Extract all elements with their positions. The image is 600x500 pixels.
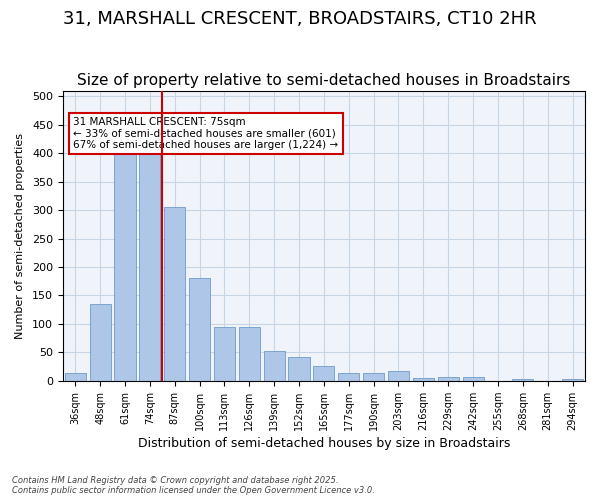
Bar [239, 327, 260, 381]
Bar [89, 304, 110, 381]
Text: 31, MARSHALL CRESCENT, BROADSTAIRS, CT10 2HR: 31, MARSHALL CRESCENT, BROADSTAIRS, CT10… [63, 10, 537, 28]
X-axis label: Distribution of semi-detached houses by size in Broadstairs: Distribution of semi-detached houses by … [138, 437, 510, 450]
Bar [388, 370, 409, 381]
Bar [289, 357, 310, 381]
Bar [437, 378, 459, 381]
Y-axis label: Number of semi-detached properties: Number of semi-detached properties [15, 132, 25, 338]
Bar [189, 278, 210, 381]
Bar [562, 379, 583, 381]
Bar [512, 378, 533, 381]
Bar [263, 351, 285, 381]
Bar [313, 366, 334, 381]
Bar [363, 373, 384, 381]
Bar [139, 148, 160, 381]
Title: Size of property relative to semi-detached houses in Broadstairs: Size of property relative to semi-detach… [77, 73, 571, 88]
Bar [338, 373, 359, 381]
Bar [164, 207, 185, 381]
Bar [65, 373, 86, 381]
Bar [413, 378, 434, 381]
Text: Contains HM Land Registry data © Crown copyright and database right 2025.
Contai: Contains HM Land Registry data © Crown c… [12, 476, 375, 495]
Text: 31 MARSHALL CRESCENT: 75sqm
← 33% of semi-detached houses are smaller (601)
67% : 31 MARSHALL CRESCENT: 75sqm ← 33% of sem… [73, 116, 338, 150]
Bar [214, 327, 235, 381]
Bar [463, 377, 484, 381]
Bar [115, 142, 136, 381]
